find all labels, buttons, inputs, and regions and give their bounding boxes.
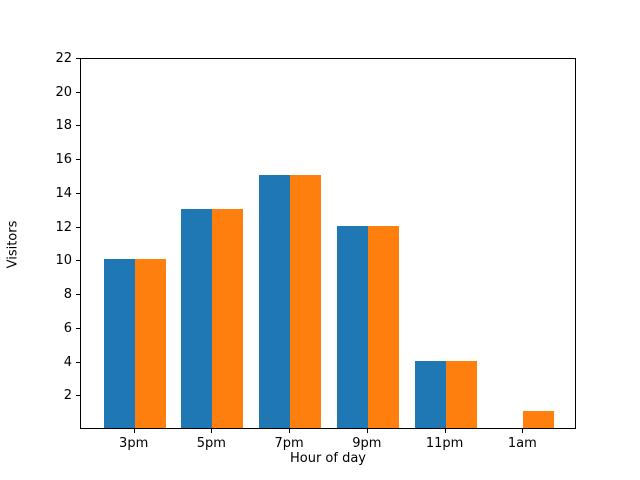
y-tick-label-20: 20 (55, 84, 72, 100)
y-tick-mark-10 (76, 260, 80, 262)
y-tick-label-14: 14 (55, 185, 72, 201)
bar-series-blue-7pm (259, 175, 291, 428)
x-tick-label-3pm: 3pm (119, 436, 149, 451)
x-tick-mark-5pm (211, 429, 213, 433)
bar-series-orange-11pm (445, 360, 477, 428)
y-tick-label-2: 2 (63, 388, 72, 404)
bar-series-orange-1am (523, 411, 555, 428)
y-tick-mark-6 (76, 327, 80, 329)
x-tick-mark-7pm (289, 429, 291, 433)
y-tick-mark-18 (76, 125, 80, 127)
y-tick-mark-12 (76, 226, 80, 228)
x-tick-label-9pm: 9pm (352, 436, 382, 451)
y-tick-label-8: 8 (63, 287, 72, 303)
bar-series-orange-9pm (367, 225, 399, 428)
bar-series-blue-9pm (336, 225, 368, 428)
x-tick-label-7pm: 7pm (274, 436, 304, 451)
plot-area (80, 58, 576, 429)
x-tick-mark-1am (522, 429, 524, 433)
x-tick-label-1am: 1am (507, 436, 537, 451)
y-tick-label-10: 10 (55, 253, 72, 269)
y-tick-mark-22 (76, 58, 80, 59)
bar-series-blue-5pm (181, 208, 213, 428)
x-tick-mark-9pm (366, 429, 368, 433)
bar-series-orange-5pm (212, 208, 244, 428)
bar-series-blue-3pm (103, 259, 135, 428)
y-tick-mark-2 (76, 395, 80, 397)
y-axis-label: Visitors (5, 220, 21, 269)
y-tick-label-18: 18 (55, 118, 72, 134)
y-tick-label-16: 16 (55, 152, 72, 168)
x-tick-label-5pm: 5pm (196, 436, 226, 451)
y-tick-mark-20 (76, 91, 80, 93)
x-axis-label: Hour of day (289, 451, 367, 466)
y-tick-label-22: 22 (55, 51, 72, 66)
y-tick-mark-8 (76, 294, 80, 296)
y-tick-mark-16 (76, 159, 80, 161)
y-tick-label-6: 6 (63, 320, 72, 336)
x-tick-mark-11pm (444, 429, 446, 433)
y-tick-mark-14 (76, 192, 80, 194)
y-tick-label-12: 12 (55, 219, 72, 235)
x-tick-label-11pm: 11pm (425, 436, 464, 451)
bar-series-orange-7pm (290, 175, 322, 428)
bar-series-blue-11pm (414, 360, 446, 428)
y-tick-label-4: 4 (63, 354, 72, 370)
x-tick-mark-3pm (133, 429, 135, 433)
y-tick-mark-4 (76, 361, 80, 363)
bar-series-orange-3pm (134, 259, 166, 428)
